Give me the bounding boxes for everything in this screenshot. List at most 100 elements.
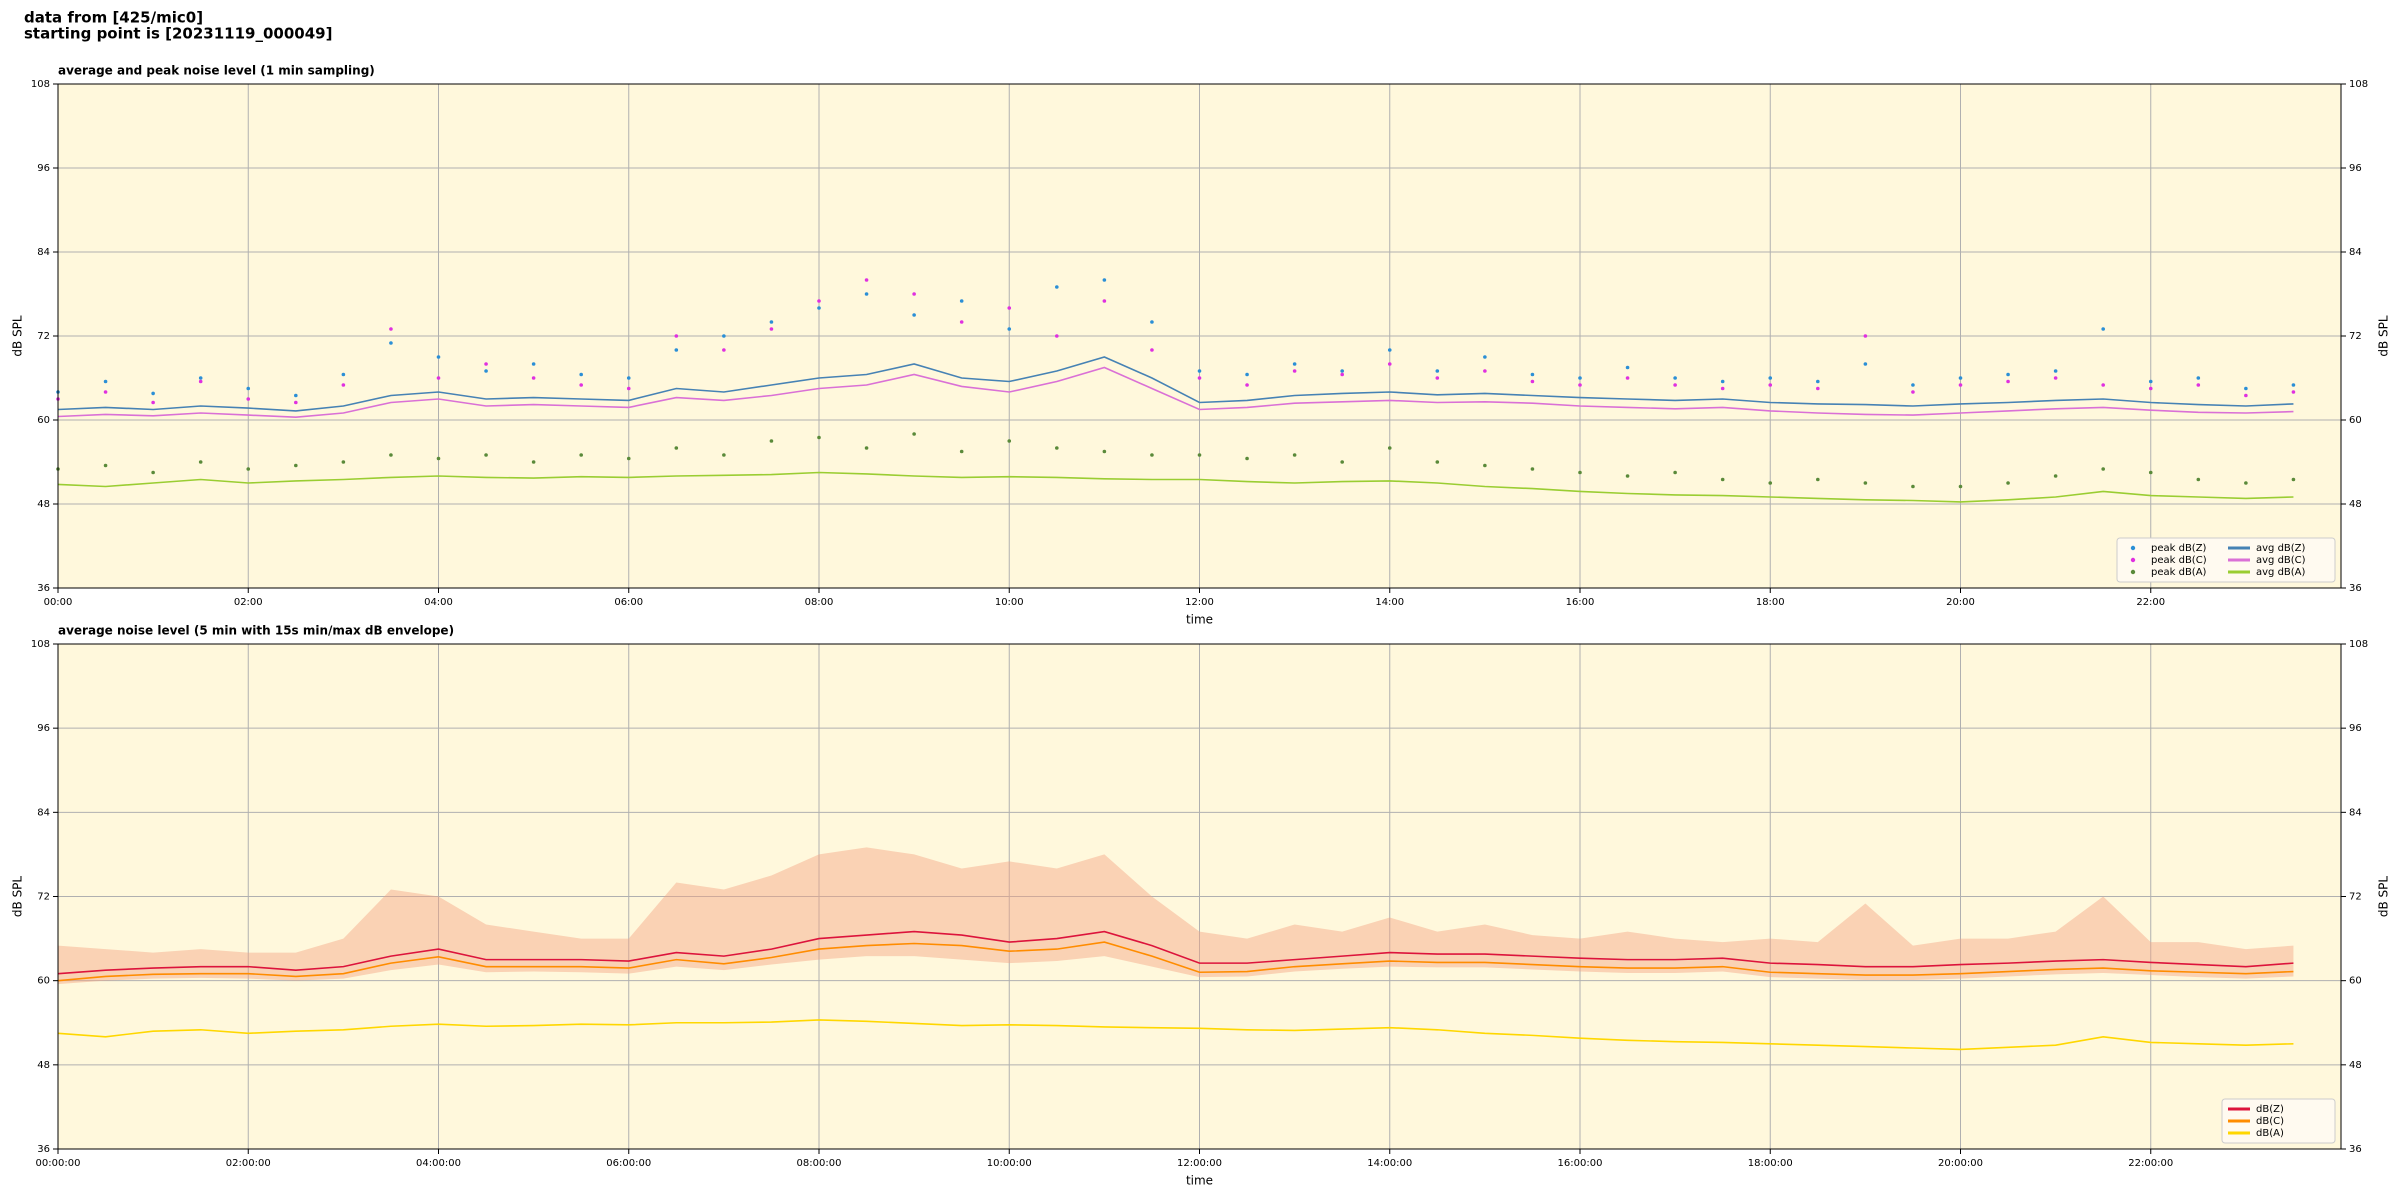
scatter-point bbox=[103, 463, 108, 468]
legend-label: peak dB(C) bbox=[2151, 555, 2207, 566]
x-tick-label: 08:00 bbox=[805, 597, 834, 608]
scatter-point bbox=[341, 460, 346, 464]
scatter-point bbox=[1197, 369, 1202, 373]
scatter-point bbox=[2244, 481, 2248, 485]
scatter-point bbox=[1245, 372, 1249, 377]
scatter-point bbox=[1292, 362, 1297, 366]
scatter-point bbox=[1197, 453, 1202, 457]
x-tick-label: 12:00:00 bbox=[1177, 1158, 1222, 1169]
scatter-point bbox=[817, 299, 821, 303]
y-tick-label: 84 bbox=[2349, 247, 2362, 258]
scatter-point bbox=[1387, 446, 1392, 450]
scatter-point bbox=[103, 390, 108, 394]
scatter-point bbox=[294, 393, 298, 398]
scatter-point bbox=[1007, 439, 1012, 443]
scatter-point bbox=[1911, 390, 1915, 394]
scatter-point bbox=[1673, 470, 1677, 475]
series-line bbox=[57, 930, 2294, 975]
x-tick-label: 10:00 bbox=[995, 597, 1024, 608]
x-tick-label: 02:00:00 bbox=[226, 1158, 271, 1169]
scatter-point bbox=[1720, 379, 1725, 384]
x-tick-label: 04:00:00 bbox=[416, 1158, 461, 1169]
legend-label: avg dB(A) bbox=[2256, 567, 2306, 578]
scatter-point bbox=[2006, 372, 2010, 377]
scatter-point bbox=[1530, 372, 1535, 377]
scatter-point bbox=[2291, 383, 2296, 387]
scatter-point bbox=[1625, 376, 1630, 380]
scatter-point bbox=[626, 456, 631, 461]
scatter-point bbox=[1530, 467, 1535, 471]
legend-label: avg dB(C) bbox=[2256, 555, 2306, 566]
scatter-point bbox=[1673, 376, 1677, 380]
scatter-point bbox=[2148, 386, 2153, 391]
header-line: starting point is [20231119_000049] bbox=[24, 25, 332, 43]
y-tick-label: 72 bbox=[37, 892, 50, 903]
x-tick-label: 04:00 bbox=[424, 597, 453, 608]
scatter-point bbox=[1958, 383, 1963, 387]
scatter-point bbox=[1150, 453, 1154, 457]
scatter-point bbox=[2244, 386, 2248, 391]
scatter-point bbox=[2196, 383, 2201, 387]
scatter-point bbox=[1483, 369, 1487, 373]
scatter-point bbox=[1863, 334, 1868, 338]
scatter-point bbox=[531, 460, 536, 464]
scatter-point bbox=[2148, 379, 2153, 384]
legend-swatch bbox=[2130, 569, 2136, 575]
series-line bbox=[57, 1019, 2294, 1051]
scatter-point bbox=[626, 376, 631, 380]
scatter-point bbox=[103, 379, 108, 384]
scatter-point bbox=[198, 376, 203, 380]
legend-swatch bbox=[2130, 557, 2136, 563]
scatter-point bbox=[198, 460, 203, 464]
scatter-point bbox=[2006, 481, 2010, 485]
x-tick-label: 02:00 bbox=[234, 597, 263, 608]
y-axis-label: dB SPL bbox=[11, 876, 25, 918]
x-tick-label: 08:00:00 bbox=[797, 1158, 842, 1169]
scatter-point bbox=[1340, 460, 1344, 464]
scatter-point bbox=[1387, 348, 1392, 352]
x-tick-label: 22:00 bbox=[2136, 597, 2165, 608]
x-tick-label: 16:00 bbox=[1566, 597, 1595, 608]
legend-label: dB(C) bbox=[2256, 1116, 2284, 1127]
y-tick-label: 96 bbox=[37, 163, 50, 174]
scatter-point bbox=[722, 334, 726, 338]
scatter-point bbox=[436, 376, 441, 380]
legend-box bbox=[2116, 537, 2336, 583]
scatter-point bbox=[484, 362, 488, 366]
scatter-point bbox=[1720, 386, 1725, 391]
scatter-point bbox=[1245, 383, 1249, 387]
x-tick-label: 14:00 bbox=[1375, 597, 1404, 608]
scatter-point bbox=[294, 400, 298, 405]
scatter-point bbox=[2101, 383, 2105, 387]
scatter-point bbox=[1768, 481, 1773, 485]
scatter-point bbox=[1055, 285, 1059, 289]
scatter-point bbox=[579, 453, 583, 457]
scatter-point bbox=[1483, 463, 1487, 468]
y-tick-label: 36 bbox=[37, 583, 50, 594]
scatter-point bbox=[959, 320, 964, 324]
x-tick-label: 06:00:00 bbox=[606, 1158, 651, 1169]
scatter-point bbox=[1863, 362, 1868, 366]
scatter-point bbox=[2053, 474, 2058, 478]
scatter-point bbox=[436, 355, 441, 359]
y-tick-label: 108 bbox=[2349, 79, 2368, 90]
scatter-point bbox=[531, 362, 536, 366]
scatter-point bbox=[2291, 390, 2296, 394]
legend-label: peak dB(Z) bbox=[2151, 543, 2207, 554]
y-tick-label: 60 bbox=[37, 976, 50, 987]
scatter-point bbox=[1768, 376, 1773, 380]
y-tick-label: 96 bbox=[2349, 723, 2362, 734]
scatter-point bbox=[151, 470, 155, 475]
scatter-point bbox=[1197, 376, 1202, 380]
y-tick-label: 60 bbox=[37, 415, 50, 426]
scatter-point bbox=[341, 383, 346, 387]
x-tick-label: 16:00:00 bbox=[1558, 1158, 1603, 1169]
scatter-point bbox=[1102, 449, 1107, 454]
x-tick-label: 00:00 bbox=[44, 597, 73, 608]
x-tick-label: 20:00 bbox=[1946, 597, 1975, 608]
scatter-point bbox=[2053, 376, 2058, 380]
y-tick-label: 108 bbox=[31, 639, 50, 650]
legend-box bbox=[2221, 1098, 2336, 1144]
